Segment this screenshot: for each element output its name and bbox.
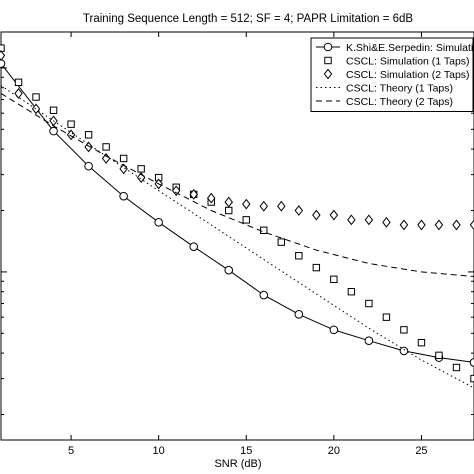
data-point: [242, 198, 251, 210]
data-point: [67, 120, 75, 128]
series-4: [0, 85, 474, 389]
data-point: [224, 196, 233, 208]
legend-entry: CSCL: Theory (1 Taps): [316, 83, 453, 95]
data-point: [323, 68, 333, 80]
data-point: [206, 192, 216, 204]
x-axis-label: SNR (dB): [214, 458, 261, 470]
data-point: [435, 351, 443, 360]
data-point: [0, 44, 5, 52]
data-point: [417, 219, 426, 231]
data-point: [364, 336, 374, 346]
data-point: [329, 209, 339, 221]
data-point: [323, 42, 333, 52]
chart-title: Training Sequence Length = 512; SF = 4; …: [83, 13, 414, 25]
data-point: [330, 275, 338, 284]
data-point: [119, 154, 128, 163]
data-point: [399, 346, 409, 356]
data-point: [49, 106, 58, 114]
series-line: [0, 63, 474, 363]
legend-label: CSCL: Theory (2 Taps): [346, 96, 453, 108]
data-point: [382, 216, 391, 228]
data-point: [399, 219, 409, 231]
x-axis: 5 10 15 20 25: [68, 32, 428, 457]
data-point: [49, 126, 58, 136]
legend-box: [310, 37, 474, 112]
data-point: [84, 131, 93, 139]
data-point: [294, 205, 304, 216]
data-point: [469, 358, 474, 367]
data-point: [417, 338, 426, 347]
data-point: [469, 219, 474, 231]
data-point: [32, 93, 40, 101]
series-3: [0, 50, 474, 231]
data-point: [171, 185, 181, 197]
data-point: [119, 191, 128, 201]
x-tick-label: 15: [240, 445, 252, 457]
series-line: [0, 92, 474, 277]
data-point: [400, 326, 408, 334]
legend-entry: CSCL: Theory (2 Taps): [316, 96, 453, 108]
data-point: [154, 218, 163, 227]
data-point: [364, 214, 374, 226]
data-point: [347, 214, 356, 226]
data-point: [277, 200, 286, 212]
data-point: [259, 290, 269, 300]
legend-label: CSCL: Simulation (2 Taps): [346, 69, 470, 81]
data-point: [84, 161, 93, 171]
data-point: [382, 313, 391, 321]
data-point: [224, 265, 234, 275]
data-point: [347, 287, 356, 296]
data-point: [312, 209, 321, 221]
data-point: [0, 50, 6, 61]
data-point: [102, 143, 110, 151]
x-tick-label: 20: [328, 445, 340, 457]
legend-entry: CSCL: Simulation (1 Taps): [324, 56, 470, 68]
series-line: [0, 85, 474, 389]
legend-entry: K.Shi&E.Serpedin: Simulation: [316, 42, 474, 54]
data-point: [259, 200, 269, 212]
data-point: [365, 299, 373, 308]
data-point: [277, 238, 285, 246]
data-point: [14, 78, 23, 87]
x-tick-label: 25: [415, 445, 427, 457]
data-point: [189, 242, 199, 251]
data-point: [312, 263, 321, 272]
data-point: [242, 216, 250, 224]
legend-label: K.Shi&E.Serpedin: Simulation: [346, 42, 474, 54]
data-point: [189, 188, 198, 200]
data-point: [452, 363, 461, 372]
series-5: [0, 92, 474, 277]
data-point: [31, 103, 41, 115]
legend: K.Shi&E.Serpedin: Simulation CSCL: Simula…: [310, 37, 474, 112]
data-point: [329, 325, 339, 335]
data-point: [0, 59, 6, 68]
data-point: [324, 56, 332, 65]
legend-entry: CSCL: Simulation (2 Taps): [323, 68, 470, 81]
legend-label: CSCL: Theory (1 Taps): [346, 83, 453, 95]
x-tick-label: 5: [68, 445, 74, 457]
series-layer: [0, 44, 474, 389]
data-point: [295, 252, 303, 260]
data-point: [225, 206, 233, 215]
data-point: [434, 219, 444, 231]
data-point: [294, 309, 304, 319]
data-point: [452, 219, 461, 231]
data-point: [260, 226, 268, 234]
data-point: [137, 165, 145, 173]
legend-label: CSCL: Simulation (1 Taps): [346, 56, 470, 68]
x-tick-label: 10: [153, 445, 165, 457]
